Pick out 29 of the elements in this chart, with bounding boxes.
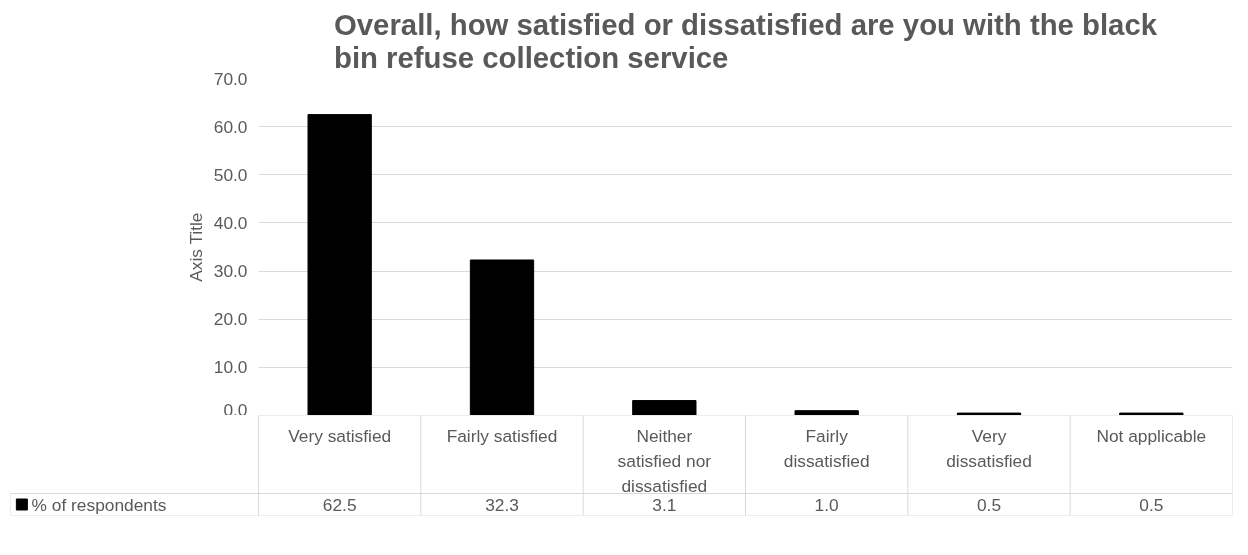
- data-label: 62.5: [322, 494, 357, 515]
- y-tick-label: 0.0: [223, 399, 248, 420]
- bar: [1119, 412, 1184, 415]
- x-tick-label: Fairly dissatisfied: [783, 425, 870, 471]
- y-tick-label: 30.0: [213, 261, 248, 282]
- bar: [956, 412, 1022, 415]
- legend-label: % of respondents: [31, 494, 167, 515]
- x-tick-label: Very satisfied: [288, 425, 392, 446]
- data-label: 0.5: [976, 494, 1002, 515]
- y-tick-label: 20.0: [213, 309, 248, 330]
- x-tick-label: Not applicable: [1096, 425, 1207, 446]
- bar: [632, 400, 697, 415]
- data-label: 1.0: [814, 494, 839, 515]
- bar: [794, 410, 859, 415]
- x-tick-label: Very dissatisfied: [946, 425, 1032, 471]
- data-label: 32.3: [485, 494, 519, 515]
- chart-title: Overall, how satisfied or dissatisfied are you with the black bin refuse collection service: [333, 7, 1158, 74]
- y-tick-label: 40.0: [213, 212, 248, 233]
- bar: [469, 259, 535, 415]
- data-label: 3.1: [652, 494, 677, 515]
- bar: [307, 114, 372, 415]
- y-tick-label: 50.0: [213, 164, 248, 185]
- x-tick-label: Fairly satisfied: [446, 425, 558, 446]
- y-tick-label: 70.0: [213, 68, 248, 89]
- y-tick-label: 10.0: [213, 357, 248, 378]
- x-tick-label: Neither satisfied nor dissatisfied: [617, 425, 712, 496]
- data-label: 0.5: [1139, 494, 1164, 515]
- y-axis-title: Axis Title: [185, 212, 206, 282]
- y-tick-label: 60.0: [213, 116, 248, 137]
